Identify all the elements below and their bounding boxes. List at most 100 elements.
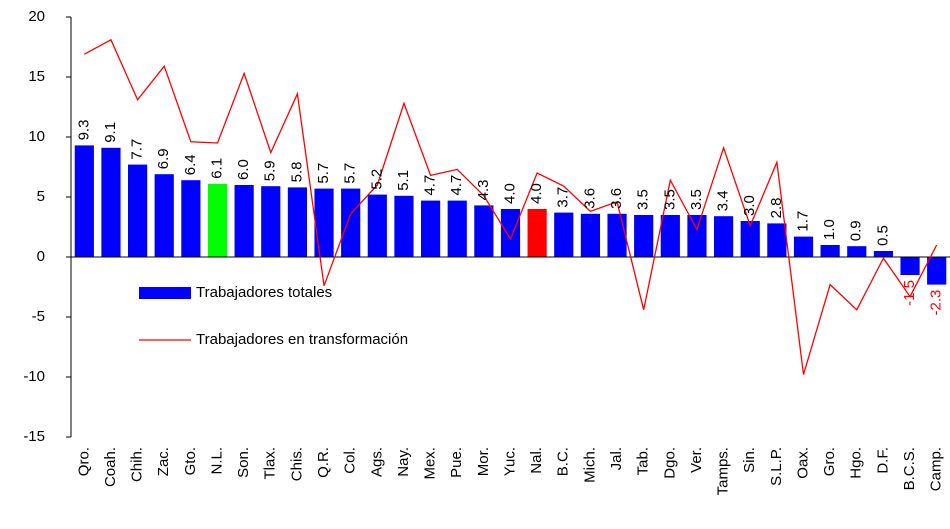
x-tick-label: Q.R. — [315, 447, 332, 478]
value-label: 6.9 — [155, 148, 172, 169]
value-label: 3.4 — [715, 190, 732, 211]
value-label: 0.9 — [848, 220, 865, 241]
bar — [900, 257, 920, 275]
value-label: 3.5 — [688, 189, 705, 210]
x-tick-label: B.C.S. — [901, 447, 918, 490]
value-label: -1.5 — [901, 280, 918, 306]
bar — [394, 195, 414, 257]
bar — [207, 183, 228, 257]
x-tick-label: Mich. — [581, 447, 598, 483]
x-tick-label: Mex. — [422, 447, 439, 480]
x-tick-label: Nay. — [395, 447, 412, 477]
bar — [287, 187, 307, 257]
value-label: 5.9 — [262, 160, 279, 181]
value-label: 1.0 — [821, 219, 838, 240]
value-label: 1.7 — [794, 211, 811, 232]
value-label: 5.2 — [368, 169, 385, 190]
y-tick-label: -5 — [32, 308, 45, 325]
value-label: 4.7 — [422, 175, 439, 196]
value-label: 3.7 — [555, 187, 572, 208]
bar — [500, 209, 521, 257]
value-label: 4.3 — [475, 180, 492, 201]
bar — [474, 205, 494, 257]
bar — [873, 251, 893, 257]
y-tick-label: -15 — [23, 428, 45, 445]
value-label: 4.0 — [501, 183, 518, 204]
bar — [793, 236, 814, 257]
bar — [847, 246, 867, 257]
legend-swatch — [139, 287, 191, 299]
bar — [687, 215, 707, 257]
bar — [128, 164, 148, 257]
value-label: 7.7 — [129, 139, 146, 160]
bar — [927, 257, 947, 285]
bar — [580, 213, 600, 257]
value-label: 3.5 — [661, 189, 678, 210]
x-tick-label: Oax. — [794, 447, 811, 479]
bar — [527, 209, 547, 257]
x-tick-label: Tlax. — [262, 447, 279, 480]
x-tick-label: Ver. — [688, 447, 705, 473]
value-label: 0.5 — [874, 225, 891, 246]
y-tick-label: -10 — [23, 368, 45, 385]
x-tick-label: Mor. — [475, 447, 492, 476]
value-label: 5.7 — [342, 163, 359, 184]
bar — [234, 185, 254, 257]
bar — [634, 215, 654, 257]
value-label: 3.5 — [635, 189, 652, 210]
value-label: -2.3 — [928, 290, 945, 316]
x-tick-label: Hgo. — [848, 447, 865, 479]
bar — [447, 200, 467, 257]
x-tick-label: Chih. — [129, 447, 146, 482]
x-tick-label: Nal. — [528, 447, 545, 474]
x-tick-label: Col. — [342, 447, 359, 474]
bar — [101, 147, 121, 257]
value-label: 3.6 — [608, 188, 625, 209]
x-tick-label: Tab. — [635, 447, 652, 475]
bar — [367, 194, 387, 257]
value-label: 6.1 — [208, 158, 225, 179]
x-tick-label: Tamps. — [715, 447, 732, 495]
x-tick-label: Coah. — [102, 447, 119, 487]
line — [84, 38, 938, 375]
bar — [714, 216, 734, 257]
legend-label: Trabajadores totales — [196, 284, 332, 301]
value-label: 5.1 — [395, 170, 412, 191]
legend-label: Trabajadores en transformación — [196, 331, 408, 348]
x-tick-label: S.L.P. — [768, 447, 785, 486]
x-tick-label: Chis. — [288, 447, 305, 481]
value-label: 2.8 — [768, 198, 785, 219]
x-tick-label: Jal. — [608, 447, 625, 470]
value-label: 3.0 — [741, 195, 758, 216]
bar — [421, 200, 441, 257]
value-label: 4.0 — [528, 183, 545, 204]
y-tick-label: 10 — [28, 128, 45, 145]
bar — [554, 212, 574, 257]
x-tick-label: N.L. — [208, 447, 225, 475]
value-label: 6.4 — [182, 154, 199, 175]
y-tick-label: 0 — [37, 248, 45, 265]
x-tick-label: Qro. — [75, 447, 92, 476]
x-tick-label: Zac. — [155, 447, 172, 476]
y-tick-label: 20 — [28, 8, 45, 25]
y-tick-label: 5 — [37, 188, 45, 205]
bar — [74, 145, 94, 257]
value-label: 5.7 — [315, 163, 332, 184]
x-tick-label: Gto. — [182, 447, 199, 475]
x-tick-label: Camp. — [928, 447, 945, 491]
bar — [154, 174, 174, 257]
bar — [314, 188, 334, 257]
bar — [820, 245, 840, 257]
bar — [607, 213, 627, 257]
value-label: 4.7 — [448, 175, 465, 196]
y-tick-label: 15 — [28, 68, 45, 85]
bar — [660, 215, 680, 257]
x-tick-label: B.C. — [555, 447, 572, 476]
x-tick-label: Yuc. — [501, 447, 518, 476]
x-tick-label: Dgo. — [661, 447, 678, 479]
value-label: 9.3 — [75, 120, 92, 141]
x-tick-label: Ags. — [368, 447, 385, 477]
bar — [341, 188, 361, 257]
x-tick-label: Gro. — [821, 447, 838, 476]
